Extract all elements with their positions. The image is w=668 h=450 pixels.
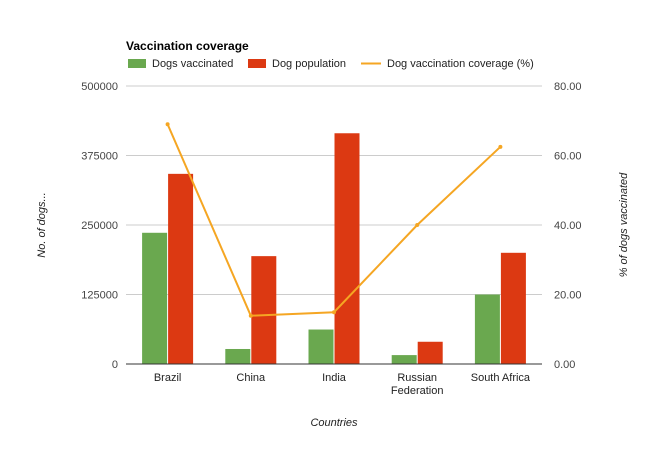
x-axis-title: Countries	[310, 417, 358, 429]
y-axis-right: 0.00 20.00 40.00 60.00 80.00	[554, 81, 582, 371]
legend-label-dog-population: Dog population	[272, 58, 346, 70]
y2-axis-title: % of dogs vaccinated	[618, 172, 630, 277]
y-tick-label: 500000	[81, 81, 118, 93]
gridlines	[126, 85, 542, 295]
y-tick-label: 375000	[81, 151, 118, 163]
bar-dog-population-2[interactable]	[334, 133, 360, 364]
legend-swatch-dogs-vaccinated	[128, 59, 146, 68]
bar-dogs-vaccinated-3[interactable]	[391, 355, 417, 364]
y-axis-left: 0 125000 250000 375000 500000	[81, 81, 118, 371]
legend-label-vaccination-coverage: Dog vaccination coverage (%)	[387, 58, 534, 70]
y2-tick-label: 40.00	[554, 220, 582, 232]
y-axis-title: No. of dogs...	[36, 192, 48, 257]
coverage-point-2[interactable]	[332, 310, 336, 315]
x-tick-label: Federation	[391, 385, 444, 397]
y2-tick-label: 80.00	[554, 81, 582, 93]
coverage-point-1[interactable]	[248, 313, 253, 318]
coverage-point-0[interactable]	[165, 122, 170, 127]
legend-item-vaccination-coverage[interactable]: Dog vaccination coverage (%)	[361, 58, 534, 70]
y2-tick-label: 0.00	[554, 359, 575, 371]
y2-tick-label: 60.00	[554, 151, 582, 163]
y-tick-label: 125000	[81, 290, 118, 302]
chart-title: Vaccination coverage	[126, 39, 249, 53]
coverage-point-3[interactable]	[415, 223, 420, 227]
bar-dogs-vaccinated-0[interactable]	[142, 232, 168, 364]
x-tick-label: India	[322, 372, 347, 384]
bar-dogs-vaccinated-1[interactable]	[225, 348, 251, 364]
x-tick-label: Brazil	[154, 372, 182, 384]
bar-dogs-vaccinated-2[interactable]	[308, 329, 334, 364]
bar-dog-population-0[interactable]	[168, 173, 194, 364]
legend-item-dog-population[interactable]: Dog population	[248, 58, 346, 70]
y2-tick-label: 20.00	[554, 290, 582, 302]
legend-item-dogs-vaccinated[interactable]: Dogs vaccinated	[128, 58, 233, 70]
y-tick-label: 250000	[81, 220, 118, 232]
bar-dog-population-4[interactable]	[500, 252, 526, 364]
bar-dog-population-1[interactable]	[251, 256, 277, 364]
y-tick-label: 0	[112, 359, 118, 371]
bar-dog-population-3[interactable]	[417, 341, 443, 364]
bar-dogs-vaccinated-4[interactable]	[474, 294, 500, 365]
x-tick-label: South Africa	[471, 372, 531, 384]
legend-label-dogs-vaccinated: Dogs vaccinated	[152, 58, 233, 70]
coverage-line-path[interactable]	[166, 123, 502, 317]
bars	[142, 133, 526, 364]
legend: Dogs vaccinated Dog population Dog vacci…	[128, 58, 534, 70]
x-tick-label: China	[236, 372, 266, 384]
coverage-line	[165, 122, 503, 318]
x-tick-label: Russian	[397, 372, 437, 384]
coverage-point-4[interactable]	[498, 144, 503, 149]
legend-swatch-dog-population	[248, 59, 266, 68]
